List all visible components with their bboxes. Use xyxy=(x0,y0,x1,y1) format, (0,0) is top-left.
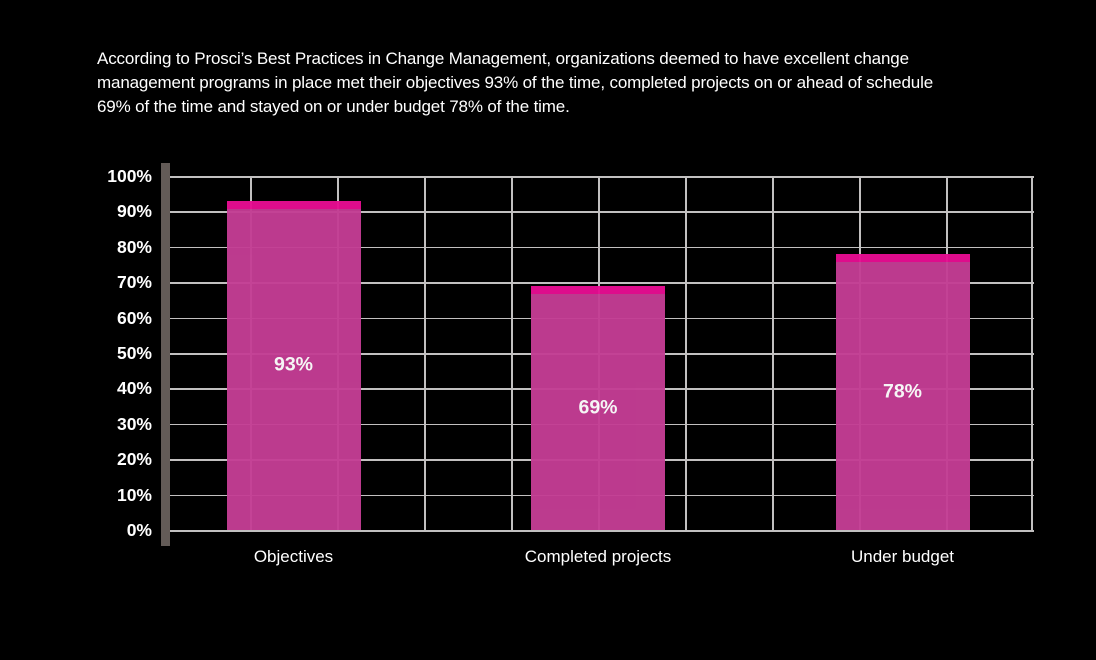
bar-cap xyxy=(226,200,361,209)
caption-line-2: management programs in place met their o… xyxy=(97,73,934,92)
plot-area: 93% 69% 78% xyxy=(163,176,1034,532)
bar-series: 93% 69% 78% xyxy=(163,176,1033,530)
y-axis-tick-label-100: 100% xyxy=(107,166,152,186)
x-axis-label-under-budget: Under budget xyxy=(850,547,955,566)
bar-under-budget: 78% xyxy=(835,253,970,530)
caption-line-1: According to Prosci’s Best Practices in … xyxy=(97,49,909,68)
y-axis-tick-label-0: 0% xyxy=(126,520,152,540)
bar-completed-projects: 69% xyxy=(531,285,665,530)
y-axis-tick-label-20: 20% xyxy=(116,449,152,470)
y-axis-tick-label-70: 70% xyxy=(116,272,152,293)
caption-paragraph: According to Prosci’s Best Practices in … xyxy=(97,47,1047,119)
gridline-vertical xyxy=(772,176,774,531)
bar-cap xyxy=(835,253,970,262)
y-axis-tick-label-10: 10% xyxy=(116,484,152,505)
bar-body xyxy=(226,208,361,530)
y-axis-tick-label-90: 90% xyxy=(116,201,152,222)
bar-objectives: 93% xyxy=(226,200,361,530)
x-axis-label-objectives: Objectives xyxy=(253,547,334,566)
y-axis-tick-label-30: 30% xyxy=(116,413,152,434)
bar-body xyxy=(531,293,665,530)
x-axis-label-completed-projects: Completed projects xyxy=(524,547,672,566)
y-axis-tick-label-50: 50% xyxy=(116,343,152,363)
y-axis-tick-label-80: 80% xyxy=(116,236,152,257)
y-axis-tick-label-40: 40% xyxy=(116,378,152,399)
y-axis-tick-label-60: 60% xyxy=(116,307,152,328)
bar-value-label: 93% xyxy=(273,353,314,376)
gridline-vertical xyxy=(685,176,687,531)
bar-value-label: 69% xyxy=(578,396,618,419)
gridline-vertical xyxy=(1031,176,1033,531)
bar-body xyxy=(835,261,970,530)
bar-value-label: 78% xyxy=(882,380,923,403)
bar-cap xyxy=(531,285,665,294)
y-axis-line xyxy=(161,163,170,546)
caption-line-3: 69% of the time and stayed on or under b… xyxy=(97,97,570,116)
gridline-vertical xyxy=(424,176,426,531)
gridline-vertical xyxy=(511,176,513,531)
